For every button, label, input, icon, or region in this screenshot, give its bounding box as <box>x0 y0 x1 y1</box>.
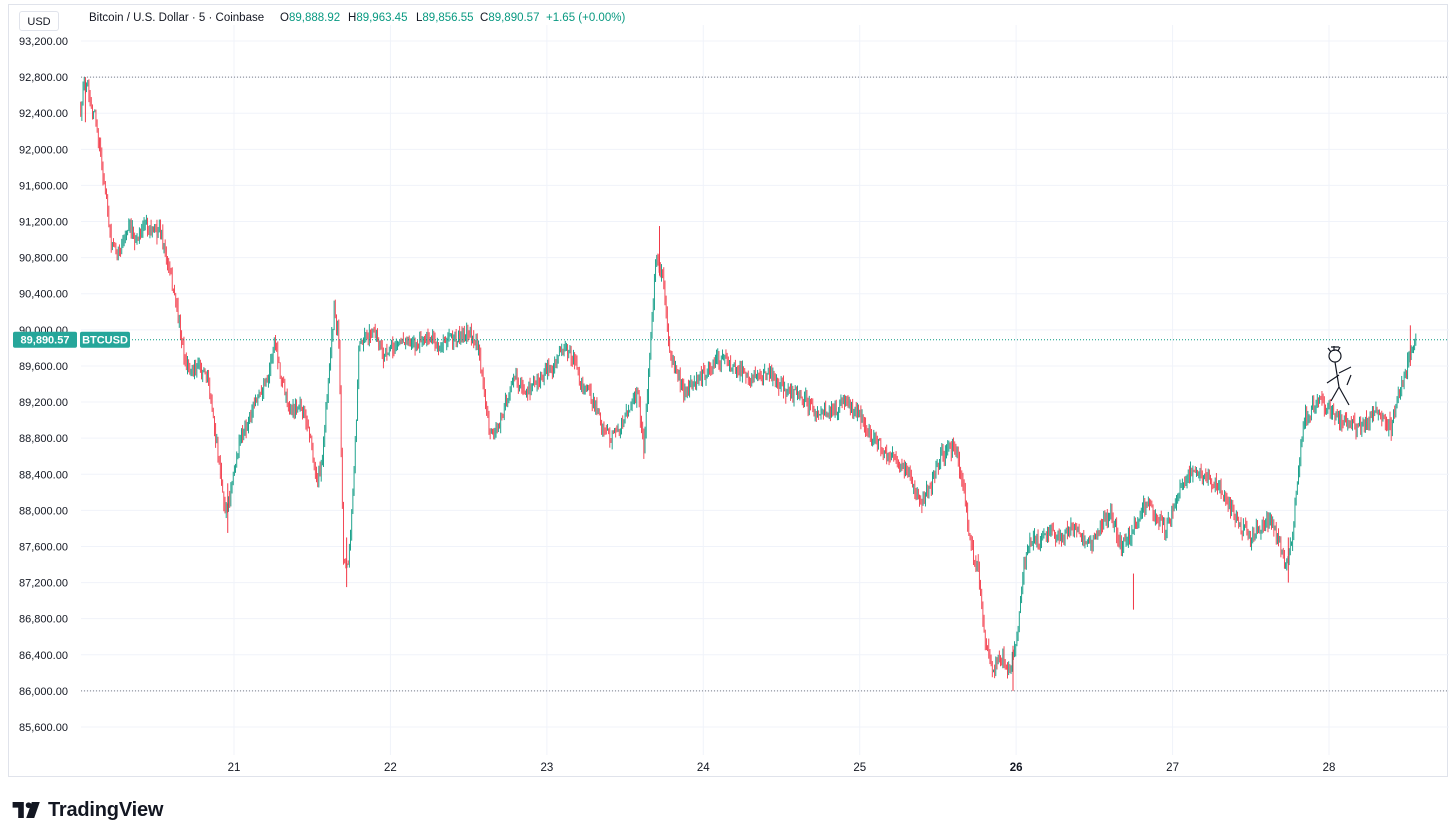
svg-text:L89,856.55: L89,856.55 <box>416 12 474 24</box>
y-tick-label: 89,200.00 <box>19 397 68 409</box>
x-tick-label: 23 <box>540 762 553 774</box>
close-value: 89,890.57 <box>488 12 539 24</box>
last-price-label: 89,890.57 BTCUSD <box>13 331 130 348</box>
y-tick-label: 91,600.00 <box>19 180 68 192</box>
y-tick-label: 88,400.00 <box>19 469 68 481</box>
y-tick-label: 91,200.00 <box>19 217 68 229</box>
range-lines <box>81 76 1449 692</box>
svg-text:C89,890.57: C89,890.57 <box>480 12 539 24</box>
svg-text:H89,963.45: H89,963.45 <box>348 12 407 24</box>
legend-header: Bitcoin / U.S. Dollar · 5 · Coinbase O89… <box>89 12 625 24</box>
doodle-drawing <box>1326 346 1352 406</box>
low-key: L <box>416 12 423 24</box>
close-key: C <box>480 12 488 24</box>
x-tick-label: 26 <box>1010 762 1023 774</box>
y-tick-label: 86,000.00 <box>19 686 68 698</box>
x-tick-label: 27 <box>1166 762 1179 774</box>
y-tick-label: 87,600.00 <box>19 541 68 553</box>
y-tick-label: 87,200.00 <box>19 578 68 590</box>
x-tick-label: 25 <box>853 762 866 774</box>
y-tick-label: 93,200.00 <box>19 36 68 48</box>
y-tick-label: 85,600.00 <box>19 722 68 734</box>
y-tick-label: 86,800.00 <box>19 614 68 626</box>
brand-name: TradingView <box>48 798 164 821</box>
high-value: 89,963.45 <box>356 12 407 24</box>
symbol-badge: BTCUSD <box>82 335 128 347</box>
symbol-title[interactable]: Bitcoin / U.S. Dollar · 5 · Coinbase <box>89 12 264 24</box>
x-tick-label: 22 <box>384 762 397 774</box>
y-tick-label: 88,800.00 <box>19 433 68 445</box>
x-tick-label: 24 <box>697 762 710 774</box>
candles <box>80 77 1417 691</box>
y-axis: 93,200.00 92,800.00 92,400.00 92,000.00 91,6… <box>19 36 68 734</box>
last-price-value: 89,890.57 <box>21 335 70 347</box>
price-chart[interactable]: 93,200.00 92,800.00 92,400.00 92,000.00 91,6… <box>9 5 1449 778</box>
y-tick-label: 92,800.00 <box>19 72 68 84</box>
grid <box>81 25 1449 755</box>
chart-frame[interactable]: 93,200.00 92,800.00 92,400.00 92,000.00 91,6… <box>8 4 1449 778</box>
change-value: +1.65 (+0.00%) <box>546 12 625 24</box>
y-tick-label: 86,400.00 <box>19 650 68 662</box>
x-tick-label: 28 <box>1323 762 1336 774</box>
y-tick-label: 88,000.00 <box>19 505 68 517</box>
x-tick-label: 21 <box>228 762 241 774</box>
currency-button[interactable]: USD <box>19 11 59 31</box>
open-value: 89,888.92 <box>289 12 340 24</box>
tradingview-logo-icon <box>12 802 40 818</box>
tradingview-logo[interactable]: TradingView <box>12 796 163 824</box>
y-tick-label: 90,800.00 <box>19 253 68 265</box>
y-tick-label: 90,400.00 <box>19 289 68 301</box>
high-key: H <box>348 12 356 24</box>
open-key: O <box>280 12 289 24</box>
y-tick-label: 89,600.00 <box>19 361 68 373</box>
y-tick-label: 92,000.00 <box>19 144 68 156</box>
low-value: 89,856.55 <box>422 12 473 24</box>
svg-text:O89,888.92: O89,888.92 <box>280 12 340 24</box>
y-tick-label: 92,400.00 <box>19 108 68 120</box>
x-axis: 21 22 23 24 25 26 27 28 <box>228 762 1336 774</box>
